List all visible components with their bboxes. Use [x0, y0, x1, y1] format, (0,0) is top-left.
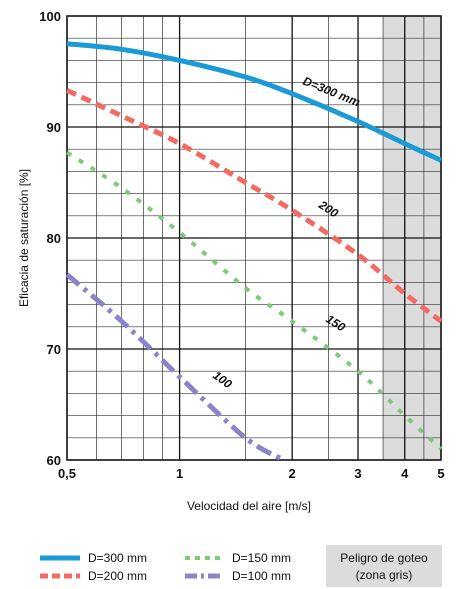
legend-label-300: D=300 mm [88, 551, 147, 565]
x-tick-label: 0,5 [58, 466, 76, 481]
x-axis-title: Velocidad del aire [m/s] [187, 499, 311, 513]
series-line-4 [65, 272, 286, 463]
x-tick-label: 2 [289, 466, 296, 481]
y-tick-label: 60 [47, 453, 61, 468]
x-tick-labels: 0,5 1 2 3 4 5 [58, 466, 445, 481]
x-tick-label: 3 [354, 466, 361, 481]
x-tick-label: 4 [401, 466, 409, 481]
legend-label-150: D=150 mm [232, 551, 291, 565]
y-tick-label: 100 [39, 9, 61, 24]
minor-grid [67, 16, 441, 460]
y-tick-labels: 60 70 80 90 100 [39, 9, 61, 468]
plot-frame [66, 15, 442, 461]
drip-danger-sublabel: (zona gris) [356, 568, 413, 582]
y-tick-label: 90 [47, 120, 61, 135]
curve-label-100: 100 [210, 368, 235, 391]
curve-label-200: 200 [316, 197, 342, 220]
series-line-2 [65, 88, 443, 324]
y-axis-title: Eficacia de saturación [%] [17, 169, 31, 307]
drip-danger-box [326, 545, 442, 587]
series-line-1 [66, 41, 443, 163]
curve-label-150: 150 [323, 312, 348, 335]
legend: D=300 mm D=200 mm D=150 mm D=100 mm Peli… [40, 545, 442, 587]
x-tick-label: 5 [437, 466, 444, 481]
legend-label-200: D=200 mm [88, 569, 147, 583]
series-group [65, 41, 443, 463]
curve-label-300: D=300 mm [301, 74, 363, 110]
x-tick-label: 1 [176, 466, 183, 481]
y-tick-label: 80 [47, 231, 61, 246]
legend-label-100: D=100 mm [232, 569, 291, 583]
drip-danger-label: Peligro de goteo [340, 551, 428, 565]
y-tick-label: 70 [47, 342, 61, 357]
series-line-3 [65, 150, 443, 451]
